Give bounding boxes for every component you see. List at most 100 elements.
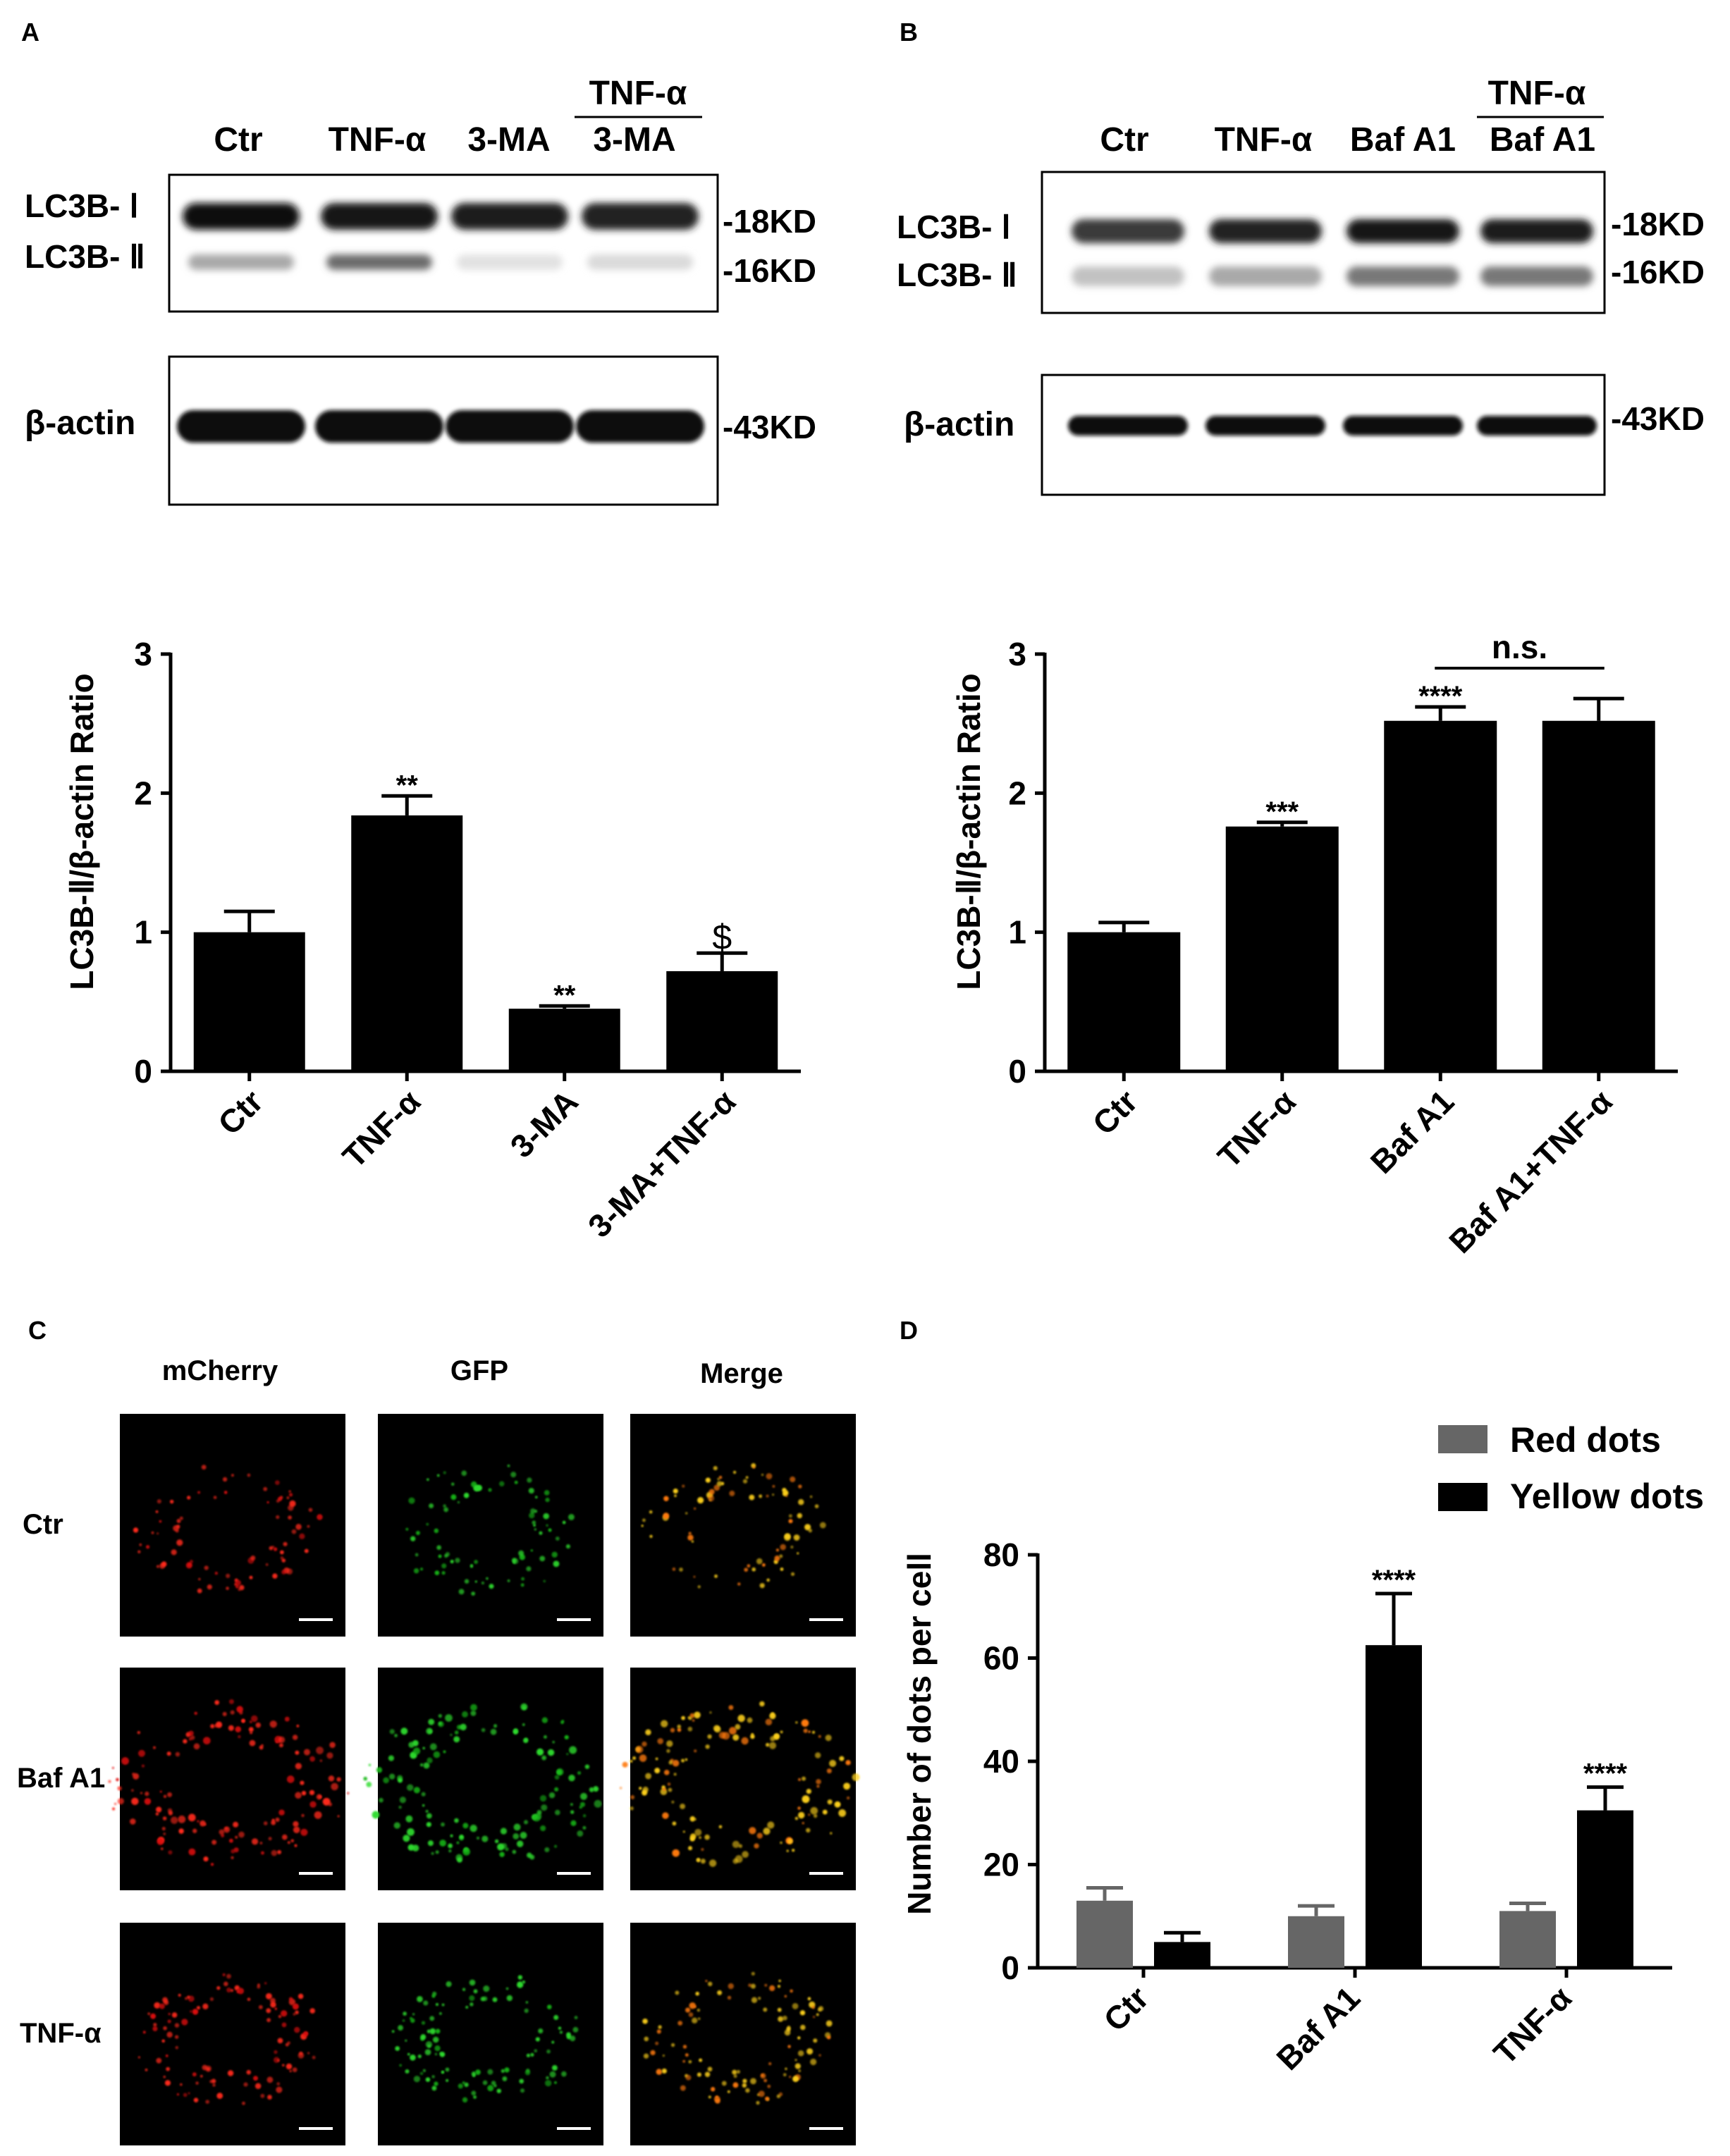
fluorescent-puncta: [405, 1815, 413, 1823]
y-tick-label: 40: [983, 1743, 1019, 1780]
fluorescent-puncta: [530, 1549, 533, 1552]
fluorescent-puncta: [171, 2012, 178, 2018]
fluorescent-puncta: [156, 2057, 162, 2064]
fluorescent-puncta: [269, 1997, 276, 2004]
fluorescent-puncta: [159, 2003, 165, 2009]
fluorescent-puncta: [481, 1727, 486, 1732]
fluorescent-puncta: [425, 1809, 429, 1813]
fluorescent-puncta: [230, 1710, 235, 1715]
fluorescent-puncta: [307, 1524, 310, 1528]
fluorescent-puncta: [209, 1997, 214, 2002]
fluorescent-puncta: [697, 1497, 704, 1504]
fluorescent-puncta: [536, 1748, 544, 1756]
fluorescent-puncta: [403, 1835, 410, 1842]
fluorescent-puncta: [708, 1489, 715, 1495]
fluorescent-puncta: [475, 2069, 481, 2076]
fluorescent-puncta: [579, 1792, 588, 1800]
fluorescent-puncta: [276, 2086, 283, 2093]
fluorescent-puncta: [379, 1797, 384, 1803]
fluorescent-puncta: [685, 2053, 689, 2057]
fluorescent-puncta: [405, 2039, 407, 2042]
fluorescent-puncta: [535, 1496, 538, 1498]
blot-b-marker-43: -43KD: [1611, 400, 1705, 437]
blot-b-lane-ctr: Ctr: [1100, 121, 1148, 159]
fluorescent-puncta: [732, 2069, 737, 2075]
fluorescent-puncta: [277, 2059, 280, 2062]
fluorescent-puncta: [501, 2069, 505, 2073]
fluorescent-puncta: [483, 1985, 490, 1992]
fluorescent-puncta: [751, 1733, 754, 1736]
fluorescent-puncta: [153, 1746, 156, 1749]
fluorescent-puncta: [661, 2068, 667, 2074]
fluorescent-puncta: [713, 1725, 720, 1732]
blot-a-lane-combo-bottom: 3-MA: [593, 121, 675, 159]
fluorescent-puncta: [564, 1735, 569, 1740]
fluorescent-puncta: [159, 1520, 162, 1523]
fluorescent-puncta: [742, 2078, 747, 2083]
fluorescent-puncta: [520, 1583, 524, 1587]
fluorescent-puncta: [687, 1726, 693, 1732]
fluorescent-puncta: [701, 1848, 704, 1852]
blot-band: [1480, 266, 1593, 286]
fluorescent-puncta: [500, 1828, 508, 1835]
fluorescent-puncta: [527, 1852, 532, 1858]
fluorescent-puncta: [662, 2055, 665, 2057]
fluorescent-puncta: [728, 1705, 734, 1711]
blot-a-marker-16: -16KD: [723, 252, 816, 289]
fluorescent-puncta: [427, 2044, 431, 2048]
fluorescent-puncta: [137, 1550, 141, 1553]
bar: [1067, 932, 1181, 1071]
fluorescent-puncta: [460, 1723, 467, 1731]
fluorescent-puncta: [765, 1718, 773, 1726]
fluorescent-puncta: [163, 1832, 166, 1835]
fluorescent-puncta: [707, 2066, 713, 2072]
fluorescent-puncta: [192, 2008, 199, 2015]
fluorescent-puncta: [715, 2095, 718, 2099]
fluorescent-puncta: [516, 1840, 524, 1847]
fluorescent-puncta: [819, 1522, 826, 1529]
fluorescent-puncta: [749, 1827, 756, 1835]
fluorescent-puncta: [807, 1997, 811, 2001]
bar: [666, 971, 778, 1071]
fluorescent-puncta: [137, 1731, 141, 1735]
fluorescent-puncta: [250, 1731, 253, 1735]
x-tick-label: Baf A1: [1269, 1979, 1367, 2077]
fluorescent-puncta: [798, 1499, 804, 1505]
microscopy-background: [120, 1414, 345, 1637]
fluorescent-puncta: [470, 1565, 473, 1568]
fluorescent-puncta: [797, 2050, 804, 2057]
fluorescent-puncta: [423, 1762, 430, 1769]
fluorescent-puncta: [260, 2093, 265, 2098]
fluorescent-puncta: [163, 2026, 167, 2031]
fluorescent-puncta: [490, 1728, 497, 1735]
fluorescent-puncta: [212, 2083, 216, 2087]
fluorescent-puncta: [470, 1824, 477, 1832]
fluorescent-puncta: [547, 1749, 555, 1756]
fluorescent-puncta: [488, 1488, 492, 1492]
fluorescent-puncta: [630, 1806, 634, 1811]
fluorescent-puncta: [157, 1837, 164, 1845]
fluorescent-puncta: [632, 1756, 637, 1760]
fluorescent-puncta: [450, 1559, 454, 1564]
fluorescent-puncta: [431, 2086, 437, 2091]
fluorescent-puncta: [522, 1723, 525, 1726]
fluorescent-puncta: [539, 1556, 546, 1562]
fluorescent-puncta: [470, 1710, 477, 1716]
fluorescent-puncta: [413, 1568, 419, 1574]
blot-a-lane-tnf: TNF-α: [329, 121, 427, 159]
fluorescent-puncta: [443, 1750, 446, 1754]
fluorescent-puncta: [161, 1827, 166, 1831]
fluorescent-puncta: [489, 1584, 494, 1589]
fluorescent-puncta: [704, 2071, 711, 2077]
fluorescent-puncta: [285, 2043, 289, 2047]
fluorescent-puncta: [813, 1813, 818, 1818]
fluorescent-puncta: [281, 2010, 288, 2017]
fluorescent-puncta: [163, 1794, 167, 1798]
chart-d-ylabel: Number of dots per cell: [901, 1553, 938, 1915]
fluorescent-puncta: [204, 2065, 212, 2072]
fluorescent-puncta: [393, 1822, 400, 1829]
fluorescent-puncta: [672, 1567, 676, 1571]
fluorescent-puncta: [692, 1719, 695, 1722]
fluorescent-puncta: [372, 1811, 380, 1819]
fluorescent-puncta: [758, 2090, 765, 2098]
